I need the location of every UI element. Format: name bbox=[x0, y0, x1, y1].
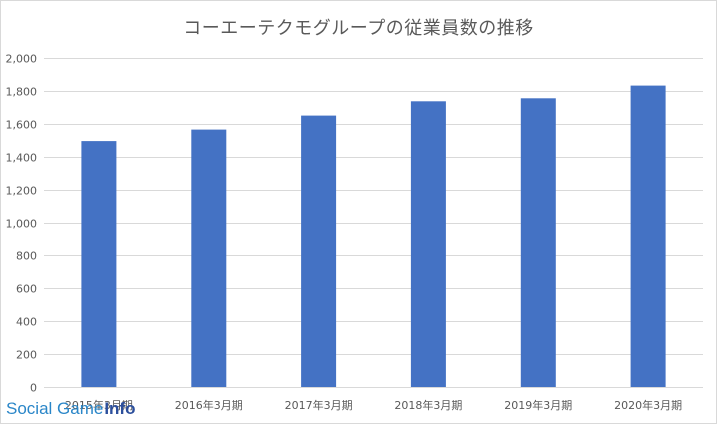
bar bbox=[81, 141, 117, 387]
y-tick-label: 600 bbox=[16, 283, 37, 296]
chart-title: コーエーテクモグループの従業員数の推移 bbox=[183, 18, 534, 39]
x-tick-label: 2016年3月期 bbox=[175, 398, 243, 412]
x-axis-tick-labels: 2015年3月期 2016年3月期 2017年3月期 2018年3月期 2019年3月期… bbox=[65, 398, 682, 412]
y-tick-label: 2,000 bbox=[6, 53, 38, 66]
x-tick-label: 2015年3月期 bbox=[65, 398, 133, 412]
y-tick-label: 1,800 bbox=[6, 86, 38, 99]
social-game-info-logo: Social Game Info bbox=[6, 399, 135, 423]
logo-text-accent: Info bbox=[104, 399, 136, 418]
bar bbox=[410, 101, 446, 388]
bar bbox=[520, 98, 556, 388]
y-tick-label: 1,400 bbox=[6, 152, 38, 165]
x-tick-label: 2017年3月期 bbox=[285, 398, 353, 412]
y-tick-label: 800 bbox=[16, 250, 37, 263]
y-tick-label: 1,600 bbox=[6, 119, 38, 132]
x-tick-label: 2020年3月期 bbox=[614, 398, 682, 412]
x-tick-label: 2019年3月期 bbox=[504, 398, 572, 412]
y-tick-label: 0 bbox=[30, 382, 37, 395]
bar bbox=[630, 85, 666, 387]
x-tick-label: 2018年3月期 bbox=[394, 398, 462, 412]
bar bbox=[191, 129, 227, 387]
bar bbox=[301, 115, 337, 387]
logo-text-main: Social Game bbox=[6, 399, 104, 418]
bars bbox=[81, 85, 666, 388]
y-tick-label: 1,000 bbox=[6, 218, 38, 231]
gridlines bbox=[44, 58, 703, 388]
y-tick-label: 1,200 bbox=[6, 185, 38, 198]
y-tick-label: 400 bbox=[16, 316, 37, 329]
y-tick-label: 200 bbox=[16, 349, 37, 362]
y-axis-tick-labels: 0 200 400 600 800 1,000 1,200 1,400 1,600 1,800 2,… bbox=[6, 53, 38, 395]
